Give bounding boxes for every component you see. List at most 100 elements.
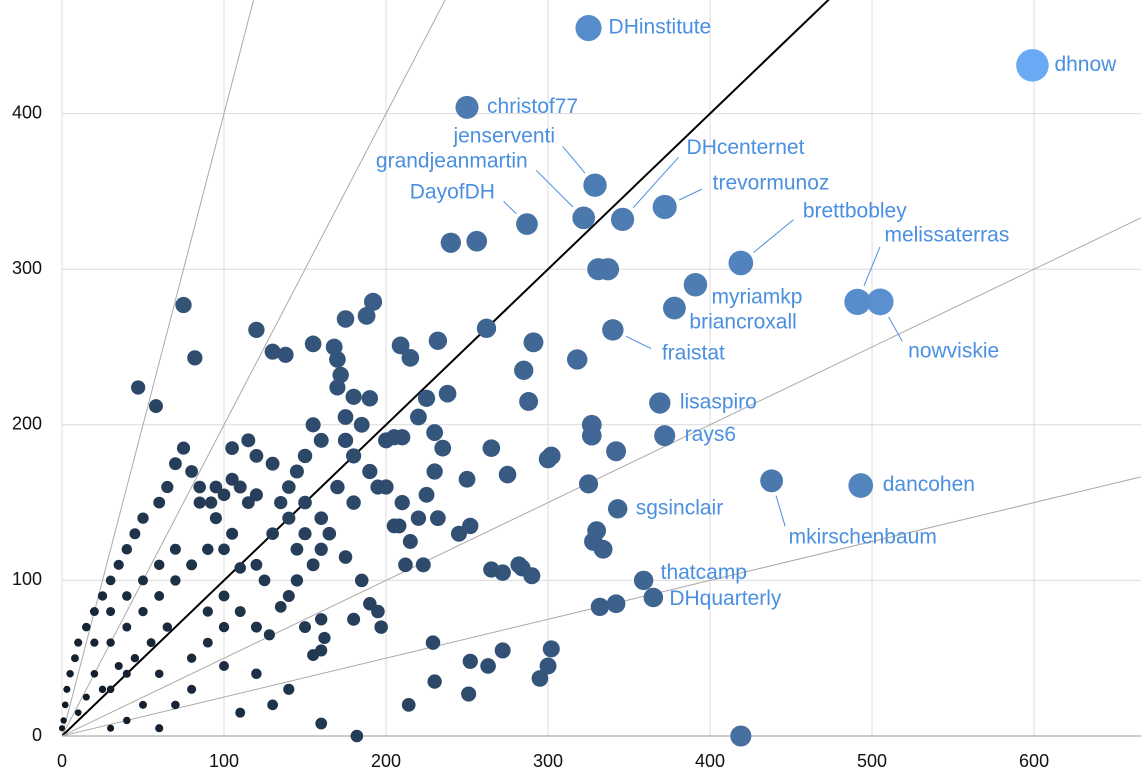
point	[461, 686, 477, 702]
point	[415, 557, 431, 573]
point	[318, 631, 331, 645]
point	[122, 591, 132, 601]
point	[107, 724, 115, 732]
point	[58, 725, 66, 732]
point	[60, 717, 67, 724]
point	[241, 433, 256, 448]
point	[250, 621, 262, 633]
point	[330, 479, 345, 495]
point	[155, 724, 164, 733]
point	[169, 543, 181, 555]
point	[606, 594, 626, 614]
point	[61, 701, 69, 709]
point	[458, 470, 476, 488]
point	[217, 488, 231, 502]
point	[579, 474, 599, 494]
point	[137, 512, 149, 524]
point	[281, 480, 296, 494]
point	[90, 638, 99, 647]
point	[153, 496, 166, 509]
leader-line	[863, 246, 881, 287]
point	[587, 521, 607, 541]
point	[428, 331, 448, 350]
point	[567, 349, 588, 370]
point	[361, 390, 379, 407]
point	[219, 661, 229, 671]
point	[98, 685, 107, 694]
point-label: melissaterras	[884, 223, 1009, 246]
point-label: nowviskie	[908, 339, 999, 362]
point	[149, 399, 163, 414]
point	[130, 653, 140, 663]
point	[662, 296, 686, 320]
point	[304, 335, 322, 353]
point	[337, 432, 354, 449]
point	[606, 441, 627, 462]
point	[89, 607, 99, 617]
point	[346, 495, 361, 510]
point	[643, 587, 664, 608]
point	[350, 729, 364, 743]
point	[234, 606, 246, 617]
point	[274, 600, 287, 613]
point	[519, 391, 539, 411]
y-tick-label: 0	[32, 725, 42, 745]
point	[193, 496, 206, 509]
point-label: thatcamp	[661, 561, 747, 584]
x-tick-label: 0	[57, 751, 67, 771]
point	[233, 480, 247, 494]
leader-line	[503, 201, 517, 215]
point	[137, 575, 149, 586]
leader-line	[562, 146, 586, 174]
point	[649, 392, 671, 414]
point	[410, 408, 427, 426]
point	[306, 558, 320, 572]
leader-line	[632, 156, 679, 209]
point	[106, 685, 115, 694]
x-tick-label: 600	[1019, 751, 1049, 771]
point	[169, 457, 182, 471]
point	[186, 653, 197, 663]
point	[186, 559, 198, 571]
point	[129, 528, 141, 540]
point	[121, 544, 133, 555]
point	[1016, 49, 1049, 82]
point	[161, 480, 174, 494]
point	[338, 550, 353, 564]
point	[652, 194, 677, 220]
point	[590, 597, 610, 617]
point	[282, 511, 296, 525]
point	[122, 669, 131, 678]
x-tick-label: 200	[371, 751, 401, 771]
point	[187, 350, 203, 366]
point	[202, 606, 213, 617]
point	[283, 683, 295, 695]
point	[209, 480, 223, 494]
point	[633, 570, 654, 591]
point	[289, 464, 304, 479]
point	[290, 574, 304, 587]
point	[266, 527, 279, 541]
point	[176, 441, 191, 455]
point	[362, 463, 378, 480]
point	[346, 448, 362, 464]
point	[299, 621, 311, 634]
point	[462, 517, 479, 535]
point-label: DHinstitute	[609, 16, 712, 39]
point	[455, 95, 479, 119]
point	[391, 336, 410, 355]
point	[476, 318, 497, 338]
point	[363, 292, 383, 311]
point	[82, 693, 90, 701]
point	[429, 510, 446, 527]
leader-line	[775, 495, 786, 527]
point	[602, 319, 624, 341]
point	[123, 716, 131, 725]
point	[417, 389, 436, 407]
reference-line	[62, 0, 255, 736]
point-label: DHquarterly	[669, 587, 782, 610]
point	[347, 612, 361, 626]
point-label: DayofDH	[410, 181, 495, 204]
point	[394, 494, 410, 511]
point	[425, 635, 441, 650]
